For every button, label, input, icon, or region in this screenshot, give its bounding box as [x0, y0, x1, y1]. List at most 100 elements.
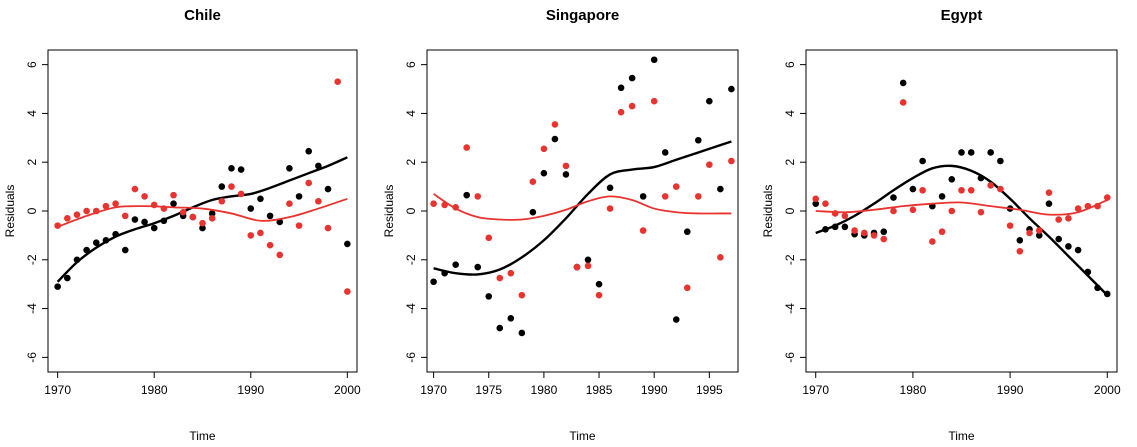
x-axis-label: Time [569, 429, 596, 443]
x-tick-label: 1975 [475, 383, 502, 397]
red-residual-point [861, 229, 868, 237]
red-residual-point [441, 201, 448, 209]
red-residual-point [617, 108, 625, 116]
black-residual-point [617, 84, 625, 92]
red-residual-point [717, 254, 724, 261]
black-residual-point [584, 256, 592, 264]
black-residual-point [441, 269, 448, 277]
x-tick-label: 1970 [420, 383, 447, 397]
black-residual-point [112, 230, 119, 238]
black-residual-point [841, 223, 849, 231]
x-tick-label: 1980 [900, 383, 927, 397]
black-residual-point [150, 224, 158, 232]
red-smooth-line [57, 197, 348, 228]
black-residual-point [694, 136, 702, 144]
red-residual-point [967, 186, 975, 194]
black-residual-point [628, 74, 636, 82]
red-residual-point [64, 215, 71, 222]
y-tick-label: -2 [404, 254, 418, 265]
black-smooth-line [433, 140, 732, 276]
red-residual-point [430, 200, 437, 207]
black-residual-point [199, 224, 206, 232]
black-residual-point [899, 79, 907, 87]
red-residual-point [650, 97, 658, 105]
red-residual-point [584, 262, 592, 270]
black-residual-point [430, 278, 437, 286]
y-tick-label: -6 [404, 352, 418, 363]
y-tick-label: 0 [783, 207, 797, 214]
black-residual-point [812, 200, 820, 207]
red-residual-point [822, 200, 829, 207]
black-residual-point [305, 147, 313, 155]
y-tick-label: 6 [25, 61, 39, 68]
black-residual-point [54, 283, 61, 290]
black-residual-point [890, 194, 897, 201]
red-residual-point [661, 193, 669, 200]
black-residual-point [160, 217, 168, 225]
black-residual-point [967, 149, 975, 156]
black-residual-point [324, 185, 332, 193]
red-smooth-line [815, 199, 1108, 216]
x-tick-label: 1970 [802, 383, 829, 397]
x-tick-label: 1980 [531, 383, 558, 397]
plot-area [430, 56, 735, 337]
black-residual-point [661, 149, 669, 156]
x-tick-label: 1985 [586, 383, 613, 397]
plot-area [812, 79, 1111, 298]
x-tick-label: 1990 [641, 383, 668, 397]
red-residual-point [1026, 229, 1033, 237]
x-tick-label: 2000 [334, 383, 361, 397]
red-residual-point [694, 193, 702, 200]
red-residual-point [1084, 202, 1092, 210]
red-residual-point [1074, 205, 1082, 212]
black-residual-point [606, 184, 614, 192]
red-residual-point [1006, 222, 1014, 229]
black-residual-point [958, 149, 965, 156]
y-tick-label: 4 [783, 110, 797, 117]
red-residual-point [237, 190, 245, 198]
red-residual-point [131, 185, 139, 193]
y-tick-label: -2 [25, 254, 39, 265]
egypt-chart: Egypt 1970 1980 1990 2000 -6 -4 -2 0 2 4 6 Time Resid… [761, 7, 1121, 443]
red-residual-point [179, 208, 187, 216]
chile-panel: Chile 1970 1980 1990 2000 -6 -4 -2 0 2 4 6 Time Resid… [0, 0, 379, 447]
red-residual-point [929, 238, 936, 245]
red-residual-point [295, 222, 303, 229]
black-residual-point [1103, 290, 1111, 298]
singapore-chart: Singapore 1970 1975 1980 1985 1990 1995 -6 -4 -2 0… [382, 7, 739, 443]
red-residual-point [639, 227, 647, 234]
black-residual-point [64, 274, 71, 282]
red-smooth-line [433, 193, 732, 221]
black-residual-point [266, 212, 274, 220]
red-residual-point [54, 222, 61, 229]
y-tick-label: 2 [25, 159, 39, 166]
red-residual-point [1094, 202, 1101, 210]
red-residual-point [551, 121, 559, 128]
y-tick-label: -6 [783, 352, 797, 363]
x-tick-label: 1970 [44, 383, 71, 397]
black-residual-point [987, 149, 994, 156]
red-residual-point [831, 210, 839, 217]
black-residual-point [474, 263, 482, 271]
x-axis-label: Time [189, 429, 216, 443]
x-tick-label: 1990 [237, 383, 264, 397]
black-residual-point [463, 191, 471, 199]
red-residual-point [276, 251, 284, 259]
plot-area [54, 78, 351, 295]
black-residual-point [977, 174, 985, 182]
red-residual-point [121, 212, 129, 220]
y-tick-label: 6 [783, 61, 797, 68]
red-residual-point [938, 228, 946, 236]
red-residual-point [1035, 227, 1043, 234]
y-axis-label: Residuals [761, 185, 775, 238]
black-residual-point [92, 239, 100, 247]
y-tick-label: 2 [783, 159, 797, 166]
red-residual-point [728, 157, 735, 165]
red-residual-point [324, 224, 332, 232]
black-residual-point [83, 246, 90, 254]
y-tick-label: -4 [404, 303, 418, 314]
black-residual-point [208, 210, 216, 217]
red-residual-point [880, 235, 888, 243]
black-residual-point [938, 193, 946, 200]
black-residual-point [344, 240, 351, 248]
